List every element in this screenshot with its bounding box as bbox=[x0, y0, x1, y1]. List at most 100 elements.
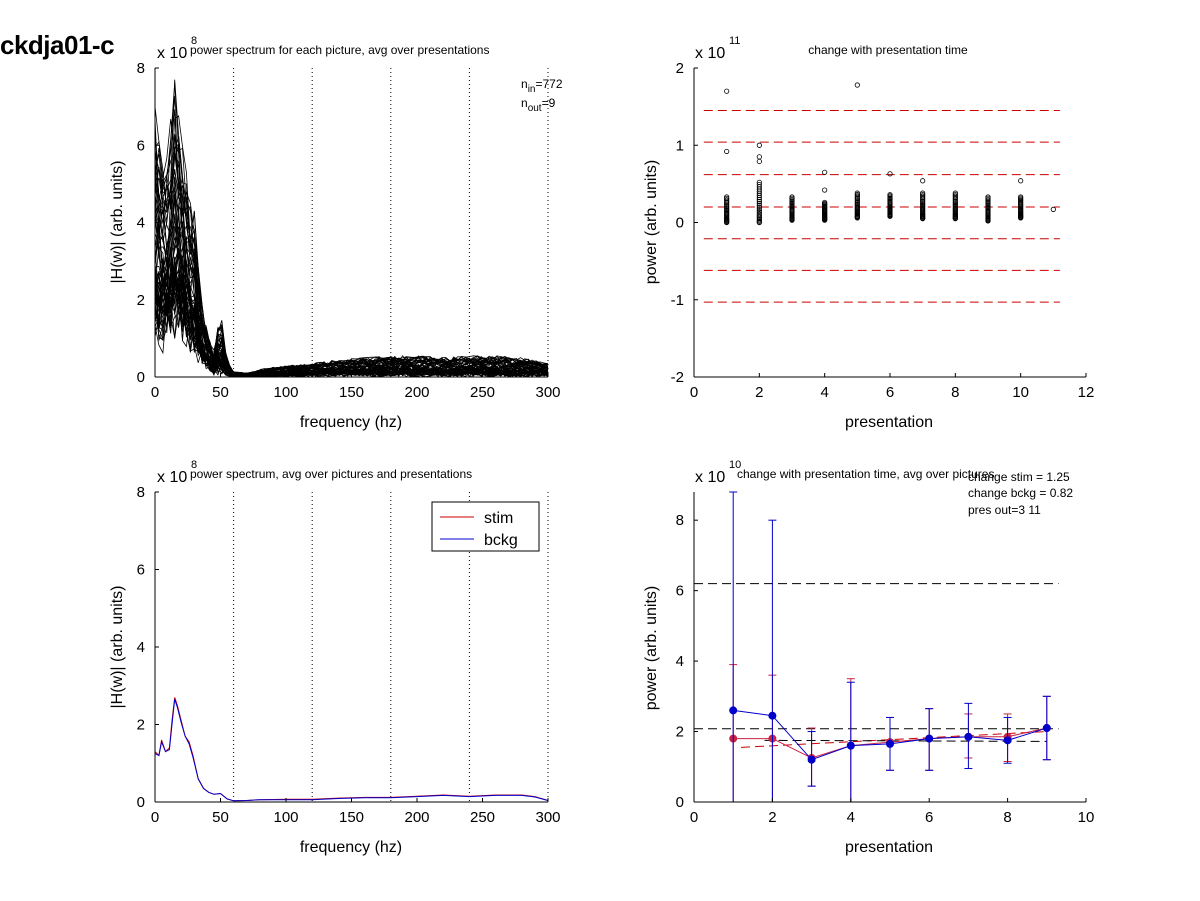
x-tick-label: 300 bbox=[535, 809, 560, 826]
spectrum-line bbox=[154, 170, 548, 375]
x-tick-label: 10 bbox=[1012, 384, 1029, 401]
x-tick-label: 50 bbox=[212, 384, 229, 401]
spectrum-line bbox=[154, 177, 549, 376]
y-tick-label: 0 bbox=[137, 369, 145, 386]
spectrum-line bbox=[154, 225, 549, 377]
spectrum-line bbox=[154, 136, 549, 375]
y-tick-label: 6 bbox=[676, 583, 684, 600]
panel-change-avg: x 10 10 change with presentation time, a… bbox=[643, 459, 1094, 856]
data-point bbox=[756, 198, 762, 205]
data-point bbox=[789, 194, 795, 200]
data-point bbox=[724, 197, 730, 203]
data-point bbox=[985, 194, 991, 200]
note-pres-out: pres out=3 11 bbox=[968, 503, 1041, 517]
spectrum-line bbox=[154, 118, 549, 375]
data-point bbox=[1018, 194, 1024, 200]
data-point bbox=[756, 212, 762, 219]
data-point bbox=[822, 169, 828, 175]
note-change-bckg: change bckg = 0.82 bbox=[968, 486, 1073, 500]
data-point bbox=[822, 187, 828, 193]
spectrum-line bbox=[154, 186, 549, 376]
spectrum-line bbox=[154, 106, 549, 375]
data-point bbox=[756, 181, 762, 188]
legend-label-stim: stim bbox=[484, 510, 513, 527]
legend-box bbox=[431, 501, 540, 552]
y-tick-label: 1 bbox=[676, 137, 684, 154]
spectrum-line bbox=[154, 187, 549, 377]
data-point bbox=[854, 190, 860, 196]
data-point bbox=[854, 191, 860, 198]
y-tick-label: 2 bbox=[137, 292, 145, 309]
y-tick-label: 8 bbox=[137, 484, 145, 501]
x-axis-label: presentation bbox=[845, 839, 933, 856]
data-point-bckg bbox=[807, 755, 816, 764]
data-point bbox=[952, 190, 958, 196]
x-tick-label: 6 bbox=[925, 809, 933, 826]
spectrum-line bbox=[154, 129, 549, 374]
x-tick-label: 300 bbox=[535, 384, 560, 401]
x-tick-label: 6 bbox=[886, 384, 894, 401]
panel-title: change with presentation time, avg over … bbox=[737, 467, 994, 481]
data-point bbox=[887, 171, 893, 177]
y-tick-label: 8 bbox=[676, 512, 684, 529]
legend: stim bckg bbox=[431, 501, 540, 552]
spectrum-line bbox=[154, 109, 549, 375]
plot-area: 0 50 100 150 200 250 300 0 2 4 6 8 bbox=[137, 60, 561, 401]
x-tick-label: 12 bbox=[1078, 384, 1095, 401]
y-tick-label: 8 bbox=[137, 60, 145, 77]
x-tick-label: 2 bbox=[768, 809, 776, 826]
y-tick-label: -2 bbox=[671, 369, 684, 386]
x-tick-label: 0 bbox=[151, 809, 159, 826]
data-point-bckg bbox=[964, 732, 973, 741]
plot-area: 0 50 100 150 200 250 300 0 2 4 6 8 bbox=[137, 484, 561, 826]
data-point-bckg bbox=[729, 706, 738, 715]
x-axis-label: frequency (hz) bbox=[300, 414, 402, 431]
spectrum-line bbox=[154, 143, 549, 375]
data-point bbox=[756, 179, 762, 185]
y-multiplier: x 10 bbox=[695, 45, 725, 62]
data-point bbox=[854, 82, 860, 88]
spectrum-line bbox=[154, 152, 549, 376]
data-point-bckg bbox=[846, 741, 855, 750]
x-tick-label: 4 bbox=[847, 809, 855, 826]
n-in-note: nin=772 bbox=[521, 77, 563, 95]
trend-line bbox=[741, 731, 1047, 748]
panel-title: power spectrum, avg over pictures and pr… bbox=[190, 467, 472, 481]
data-point bbox=[756, 200, 762, 206]
data-point bbox=[756, 211, 762, 217]
y-exponent: 11 bbox=[729, 35, 740, 47]
data-point bbox=[756, 209, 762, 215]
x-tick-label: 150 bbox=[339, 809, 364, 826]
y-exponent: 10 bbox=[729, 459, 741, 471]
spectrum-line bbox=[154, 217, 549, 376]
data-point bbox=[724, 148, 730, 155]
y-tick-label: 4 bbox=[137, 215, 145, 232]
x-tick-label: 50 bbox=[212, 809, 229, 826]
data-point bbox=[756, 158, 762, 165]
x-tick-label: 4 bbox=[820, 384, 828, 401]
note-change-stim: change stim = 1.25 bbox=[968, 470, 1070, 484]
spectrum-line bbox=[154, 147, 549, 374]
x-tick-label: 0 bbox=[151, 384, 159, 401]
data-point bbox=[920, 178, 926, 184]
n-out-note: nout=9 bbox=[521, 96, 556, 114]
y-tick-label: 2 bbox=[676, 60, 684, 77]
x-tick-label: 2 bbox=[755, 384, 763, 401]
x-axis-label: frequency (hz) bbox=[300, 839, 402, 856]
x-tick-label: 250 bbox=[470, 384, 495, 401]
y-exponent: 8 bbox=[191, 459, 197, 471]
legend-label-bckg: bckg bbox=[484, 532, 518, 549]
y-axis-label: |H(w)| (arb. units) bbox=[109, 161, 126, 284]
y-multiplier: x 10 bbox=[157, 469, 187, 486]
y-tick-label: 2 bbox=[676, 724, 684, 741]
data-point bbox=[756, 202, 762, 208]
y-tick-label: 0 bbox=[137, 794, 145, 811]
series-line-stim bbox=[154, 697, 549, 802]
data-point bbox=[822, 199, 828, 206]
data-point bbox=[920, 191, 926, 198]
data-point-bckg bbox=[886, 739, 894, 748]
data-point-bckg bbox=[1003, 736, 1012, 745]
spectrum-line bbox=[154, 176, 549, 376]
